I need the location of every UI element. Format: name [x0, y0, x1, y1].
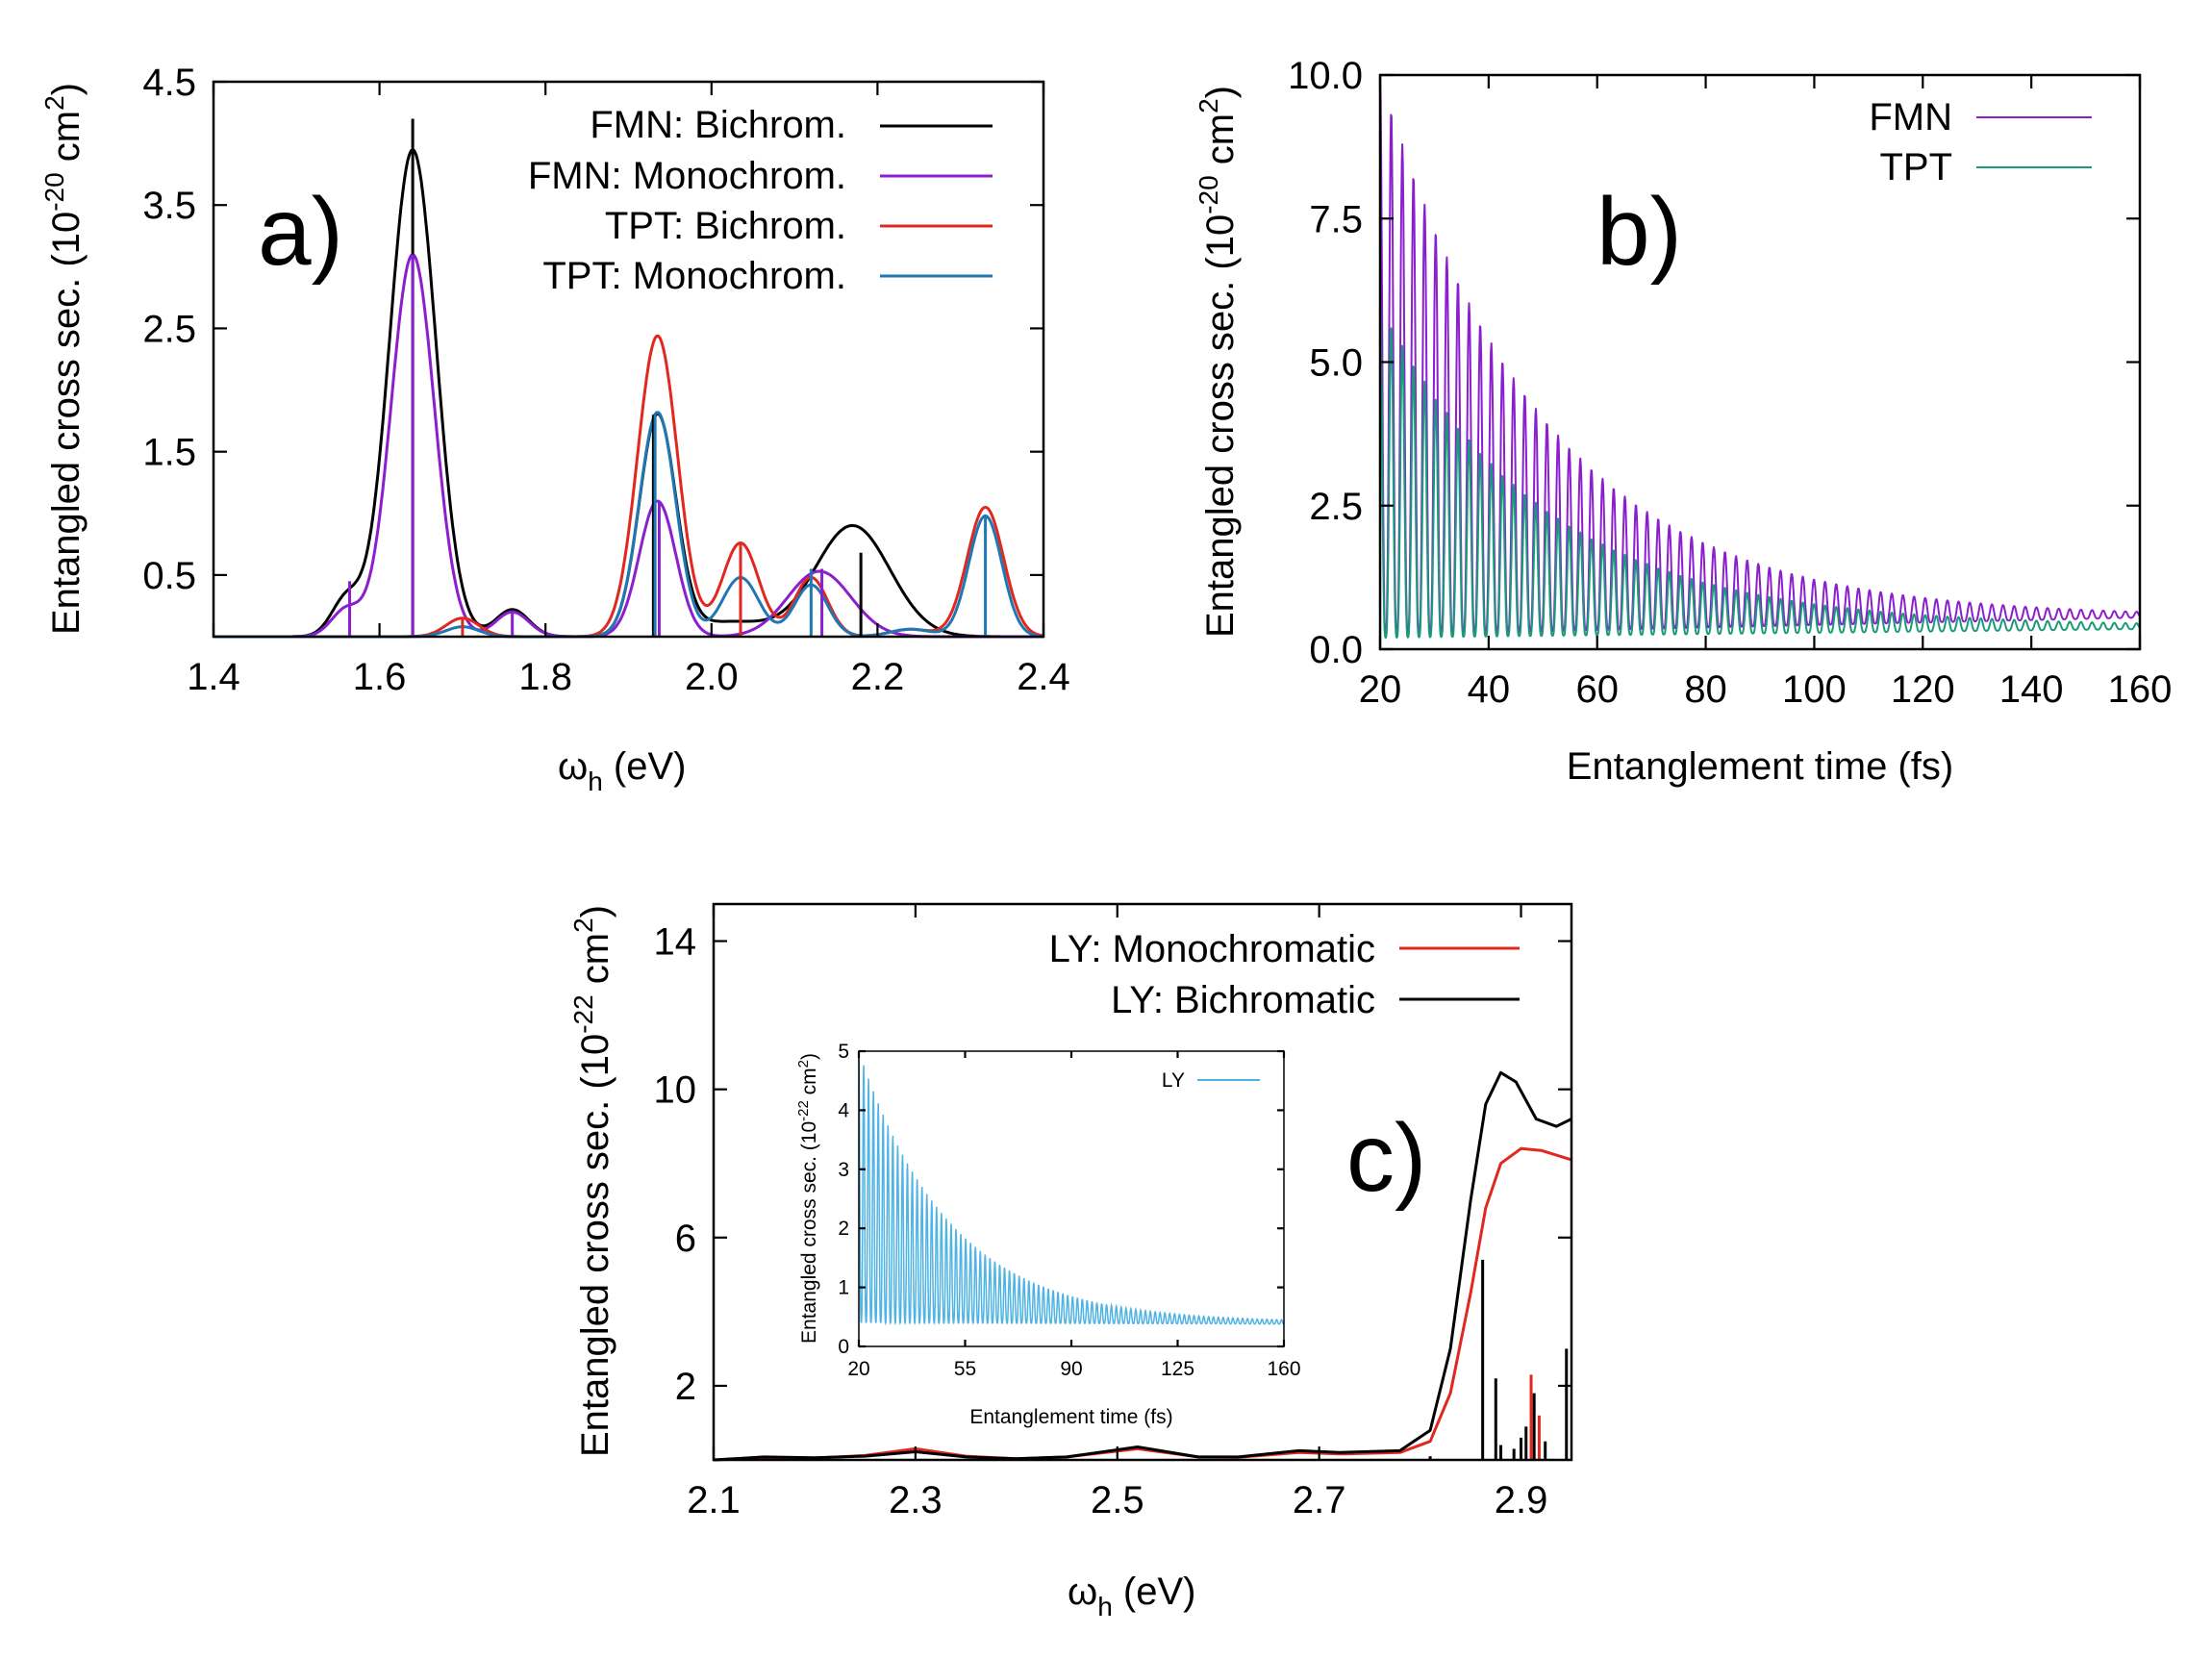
series-line-ly-bichromatic	[713, 1070, 1572, 1462]
panel-c-ytick-label: 6	[675, 1218, 696, 1260]
inset-ytick-label: 3	[838, 1159, 849, 1181]
legend-label-fmn: FMN	[1869, 96, 1952, 138]
panel-c-frame	[712, 902, 1573, 1462]
panel-c-legend: LY: Monochromatic LY: Bichromatic	[1049, 928, 1520, 1021]
legend-label-tpt: TPT	[1879, 146, 1952, 189]
panel-b-ytick-label: 7.5	[1309, 198, 1363, 240]
panel-a-ytick-label: 1.5	[142, 432, 196, 474]
inset-xtick-label: 55	[954, 1358, 976, 1380]
panel-c-ytick-label: 10	[654, 1069, 697, 1112]
panel-a-sticks	[348, 118, 988, 637]
panel-c-xtick-label: 2.7	[1293, 1479, 1346, 1521]
panel-b-curves	[1379, 74, 2141, 639]
panel-a-frame	[212, 80, 1045, 639]
legend-label-ly-monochromatic: LY: Monochromatic	[1049, 928, 1375, 970]
inset-ticks: 20 55 90 125 160 0 1 2 3 4 5	[838, 1041, 1300, 1380]
panel-a-xtick-label: 1.8	[518, 656, 572, 698]
panel-a-xtick-label: 1.4	[187, 656, 240, 698]
panel-a-label: a)	[258, 178, 343, 286]
panel-b-legend: FMN TPT	[1869, 96, 2092, 189]
panel-a-ytick-label: 3.5	[142, 185, 196, 227]
panel-c-xtick-label: 2.1	[687, 1479, 741, 1521]
inset-legend-label-ly: LY	[1162, 1069, 1185, 1092]
panel-c-xtick-label: 2.3	[889, 1479, 943, 1521]
series-line-tpt	[1379, 304, 2141, 639]
inset-xtick-label: 90	[1060, 1358, 1082, 1380]
panel-a: 1.4 1.6 1.8 2.0 2.2 2.4 0.5 1.5 2.5 3.5 4.5 FMN: B…	[39, 62, 1070, 796]
panel-a-xtick-label: 1.6	[353, 656, 407, 698]
panel-a-xtick-label: 2.2	[851, 656, 905, 698]
panel-b-xtick-label: 120	[1891, 668, 1955, 711]
inset-ytick-label: 5	[838, 1041, 849, 1063]
inset-ytick-label: 1	[838, 1277, 849, 1299]
inset-curves	[858, 1050, 1285, 1326]
panel-c-xlabel: ωh (eV)	[1068, 1571, 1196, 1621]
panel-c-xtick-label: 2.5	[1091, 1479, 1144, 1521]
panel-c-ytick-label: 14	[654, 921, 697, 964]
panel-b-xtick-label: 80	[1684, 668, 1727, 711]
panel-b-label: b)	[1596, 178, 1682, 286]
inset-xtick-label: 160	[1267, 1358, 1300, 1380]
panel-c-xtick-label: 2.9	[1495, 1479, 1548, 1521]
panel-a-ytick-label: 4.5	[142, 62, 196, 104]
legend-label-fmn-monochrom: FMN: Monochrom.	[528, 155, 846, 197]
inset-ytick-label: 2	[838, 1218, 849, 1240]
panel-c-ytick-label: 2	[675, 1366, 696, 1408]
panel-a-xtick-label: 2.4	[1017, 656, 1070, 698]
panel-a-ticks: 1.4 1.6 1.8 2.0 2.2 2.4 0.5 1.5 2.5 3.5 4.5	[142, 62, 1069, 698]
panel-b-ytick-label: 10.0	[1288, 55, 1363, 97]
panel-b-xtick-label: 100	[1782, 668, 1847, 711]
panel-a-xlabel: ωh (eV)	[558, 745, 687, 796]
panel-b-xtick-label: 160	[2108, 668, 2173, 711]
series-line-tpt-bichrom	[214, 334, 1044, 639]
panel-b-xtick-label: 40	[1468, 668, 1511, 711]
panel-b-ytick-label: 0.0	[1309, 629, 1363, 671]
panel-b-ticks: 20 40 60 80 100 120 140 160 0.0 2.5 5.0 7.5 10.0	[1288, 55, 2172, 711]
panel-a-ytick-label: 2.5	[142, 308, 196, 350]
panel-b-xlabel: Entanglement time (fs)	[1567, 745, 1953, 788]
inset-series-line-ly	[858, 1050, 1285, 1326]
legend-label-fmn-bichrom: FMN: Bichrom.	[590, 104, 846, 146]
legend-label-tpt-bichrom: TPT: Bichrom.	[605, 205, 846, 247]
series-line-fmn-monochrom	[214, 253, 1043, 639]
panel-b-xtick-label: 60	[1575, 668, 1619, 711]
panel-c-ylabel: Entangled cross sec. (10-22 cm2)	[568, 905, 616, 1457]
panel-a-xtick-label: 2.0	[685, 656, 739, 698]
legend-label-ly-bichromatic: LY: Bichromatic	[1111, 979, 1375, 1021]
panel-c-inset: 20 55 90 125 160 0 1 2 3 4 5 LY Entanglement time …	[795, 1041, 1301, 1428]
panel-b-ytick-label: 2.5	[1309, 486, 1363, 528]
panel-c-curves	[713, 1070, 1572, 1462]
panel-a-legend: FMN: Bichrom. FMN: Monochrom. TPT: Bichr…	[528, 104, 993, 297]
panel-b-xtick-label: 140	[1999, 668, 2064, 711]
panel-a-ylabel: Entangled cross sec. (10-20 cm2)	[39, 83, 88, 635]
panel-a-ytick-label: 0.5	[142, 555, 196, 597]
panel-b: 20 40 60 80 100 120 140 160 0.0 2.5 5.0 7.5 10.0 FMN…	[1194, 55, 2172, 788]
inset-xlabel: Entanglement time (fs)	[969, 1406, 1172, 1428]
inset-ytick-label: 4	[838, 1099, 849, 1121]
inset-ytick-label: 0	[838, 1336, 849, 1358]
inset-ylabel: Entangled cross sec. (10-22 cm2)	[795, 1053, 820, 1344]
panel-b-ytick-label: 5.0	[1309, 342, 1363, 385]
panel-c-sticks	[1428, 1259, 1569, 1460]
panel-c-label: c)	[1346, 1104, 1426, 1212]
panel-b-xtick-label: 20	[1359, 668, 1402, 711]
legend-label-tpt-monochrom: TPT: Monochrom.	[542, 255, 846, 297]
panel-b-ylabel: Entangled cross sec. (10-20 cm2)	[1194, 86, 1242, 638]
inset-xtick-label: 125	[1161, 1358, 1194, 1380]
inset-xtick-label: 20	[847, 1358, 869, 1380]
